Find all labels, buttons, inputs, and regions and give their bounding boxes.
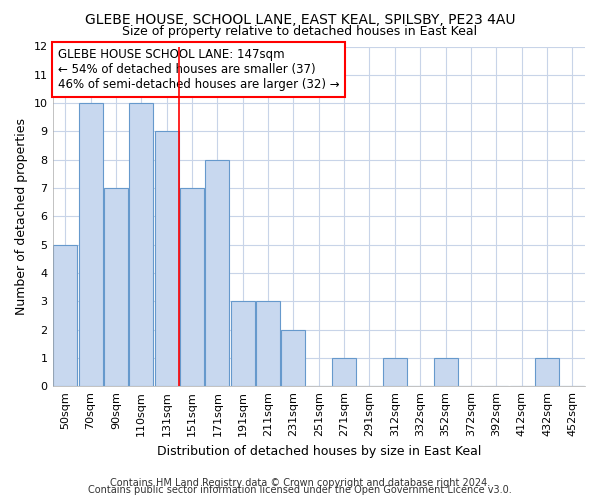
X-axis label: Distribution of detached houses by size in East Keal: Distribution of detached houses by size … — [157, 444, 481, 458]
Text: Contains public sector information licensed under the Open Government Licence v3: Contains public sector information licen… — [88, 485, 512, 495]
Bar — [535, 358, 559, 386]
Bar — [79, 103, 103, 387]
Bar — [129, 103, 154, 387]
Text: Contains HM Land Registry data © Crown copyright and database right 2024.: Contains HM Land Registry data © Crown c… — [110, 478, 490, 488]
Bar — [434, 358, 458, 386]
Bar — [180, 188, 204, 386]
Bar — [53, 244, 77, 386]
Bar — [281, 330, 305, 386]
Bar — [155, 132, 179, 386]
Text: Size of property relative to detached houses in East Keal: Size of property relative to detached ho… — [122, 25, 478, 38]
Text: GLEBE HOUSE, SCHOOL LANE, EAST KEAL, SPILSBY, PE23 4AU: GLEBE HOUSE, SCHOOL LANE, EAST KEAL, SPI… — [85, 12, 515, 26]
Text: GLEBE HOUSE SCHOOL LANE: 147sqm
← 54% of detached houses are smaller (37)
46% of: GLEBE HOUSE SCHOOL LANE: 147sqm ← 54% of… — [58, 48, 340, 91]
Bar — [256, 302, 280, 386]
Bar — [104, 188, 128, 386]
Y-axis label: Number of detached properties: Number of detached properties — [15, 118, 28, 315]
Bar — [230, 302, 255, 386]
Bar — [205, 160, 229, 386]
Bar — [383, 358, 407, 386]
Bar — [332, 358, 356, 386]
